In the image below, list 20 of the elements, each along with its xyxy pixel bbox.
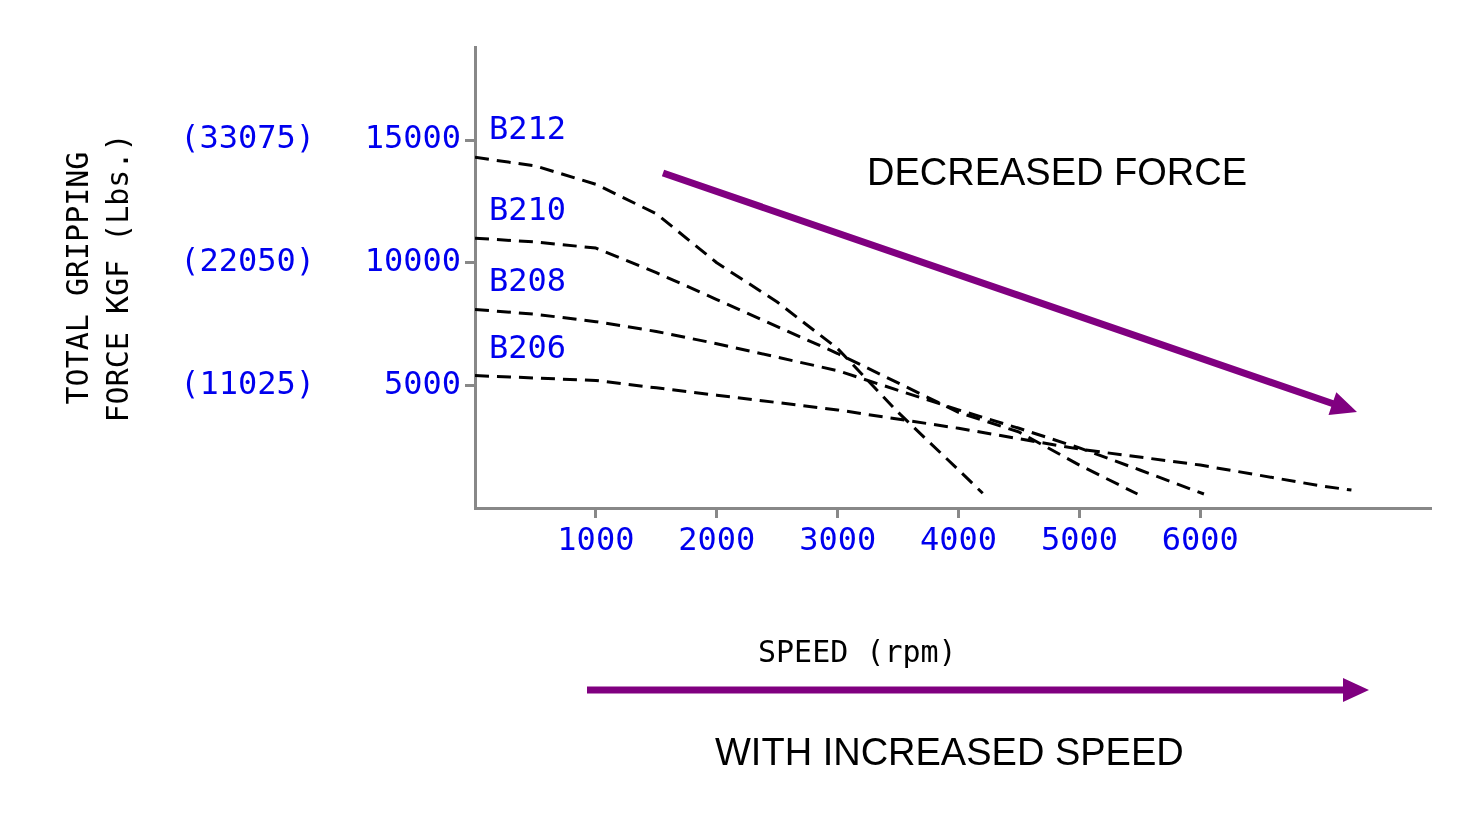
x-tick-label: 6000 [1161,519,1239,558]
x-axis-title: SPEED (rpm) [758,634,957,669]
y2-tick-label: (11025) [180,363,315,402]
y-tick-label: 15000 [364,118,461,157]
x-tick-label: 5000 [1040,519,1118,558]
y2-tick-label: (33075) [180,118,315,157]
series-label: B212 [489,109,567,148]
x-tick-label: 4000 [920,519,998,558]
text: WITH INCREASED SPEED [715,731,1184,773]
x-tick-label: 3000 [799,519,877,558]
y-tick-label: 10000 [364,241,461,280]
annotation: DECREASED FORCE [867,151,1248,193]
series-label: B210 [489,190,567,229]
x-tick-label: 1000 [557,519,635,558]
x-tick-label: 2000 [678,519,756,558]
series-label: B208 [489,261,567,300]
y2-axis-title: TOTAL GRIPPING FORCE KGF (Lbs.) [60,133,135,423]
y-tick-label: 5000 [383,363,461,402]
series-label: B206 [489,327,567,366]
y2-tick-label: (22050) [180,241,315,280]
